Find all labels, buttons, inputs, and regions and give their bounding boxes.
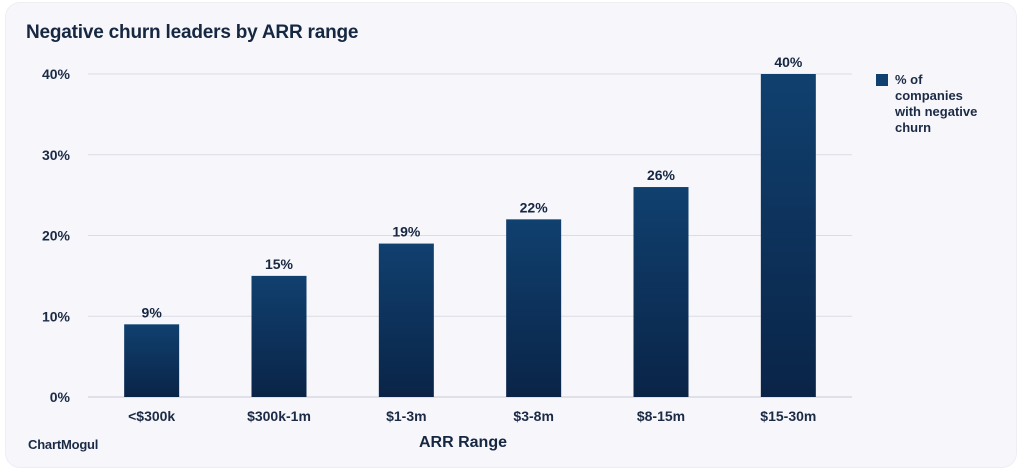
y-tick-label: 10%	[42, 308, 71, 324]
chart-title: Negative churn leaders by ARR range	[26, 22, 359, 43]
legend: % of companies with negative churn	[876, 72, 1006, 136]
bar	[506, 219, 562, 397]
y-axis-ticks: 0% 10% 20% 30% 40%	[42, 66, 71, 405]
bar	[378, 243, 434, 397]
bar-value-label: 22%	[520, 199, 549, 215]
bar-value-label: 15%	[265, 256, 294, 272]
y-tick-label: 30%	[42, 147, 71, 163]
bars: 9% 15% 19% 22% 26% 40%	[124, 54, 816, 397]
x-axis-ticks: <$300k $300k-1m $1-3m $3-8m $8-15m $15-30m	[128, 408, 816, 424]
bar-value-label: 9%	[142, 304, 163, 320]
legend-label: % of companies with negative churn	[895, 72, 978, 135]
bar	[124, 324, 180, 397]
bar	[760, 74, 816, 397]
gridlines	[88, 73, 852, 398]
bar	[251, 275, 307, 397]
x-tick-label: $300k-1m	[247, 408, 311, 424]
bar-value-label: 40%	[774, 54, 803, 70]
x-tick-label: <$300k	[128, 408, 175, 424]
x-tick-label: $8-15m	[637, 408, 685, 424]
y-tick-label: 0%	[50, 389, 71, 405]
x-axis-title: ARR Range	[419, 434, 507, 451]
bar-value-label: 26%	[647, 167, 676, 183]
y-tick-label: 20%	[42, 228, 71, 244]
x-tick-label: $15-30m	[760, 408, 816, 424]
bar	[633, 187, 689, 397]
y-tick-label: 40%	[42, 66, 71, 82]
bar-value-label: 19%	[392, 224, 421, 240]
x-tick-label: $3-8m	[513, 408, 553, 424]
chartmogul-logo: ChartMogul	[28, 437, 99, 452]
legend-swatch	[876, 74, 888, 86]
x-tick-label: $1-3m	[386, 408, 426, 424]
